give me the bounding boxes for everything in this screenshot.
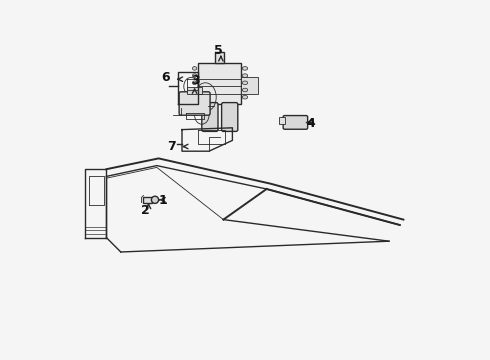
Ellipse shape	[193, 81, 197, 85]
Ellipse shape	[242, 95, 248, 99]
FancyBboxPatch shape	[179, 92, 210, 115]
Ellipse shape	[242, 88, 248, 92]
FancyBboxPatch shape	[198, 63, 242, 104]
Ellipse shape	[242, 67, 248, 70]
Text: 4: 4	[307, 117, 315, 130]
FancyBboxPatch shape	[279, 117, 285, 124]
Text: 3: 3	[191, 75, 199, 87]
Ellipse shape	[193, 74, 197, 77]
FancyBboxPatch shape	[202, 103, 218, 131]
FancyBboxPatch shape	[283, 116, 308, 129]
FancyBboxPatch shape	[221, 103, 238, 131]
Text: 5: 5	[214, 44, 223, 57]
Ellipse shape	[242, 74, 248, 77]
FancyBboxPatch shape	[216, 52, 224, 63]
Text: 6: 6	[161, 71, 170, 84]
Circle shape	[151, 196, 159, 203]
FancyBboxPatch shape	[242, 77, 258, 94]
FancyBboxPatch shape	[144, 197, 152, 203]
Text: 1: 1	[159, 194, 168, 207]
Ellipse shape	[242, 81, 248, 85]
Text: 2: 2	[141, 204, 149, 217]
Text: 7: 7	[167, 140, 175, 153]
Ellipse shape	[193, 67, 197, 70]
FancyBboxPatch shape	[187, 87, 202, 94]
